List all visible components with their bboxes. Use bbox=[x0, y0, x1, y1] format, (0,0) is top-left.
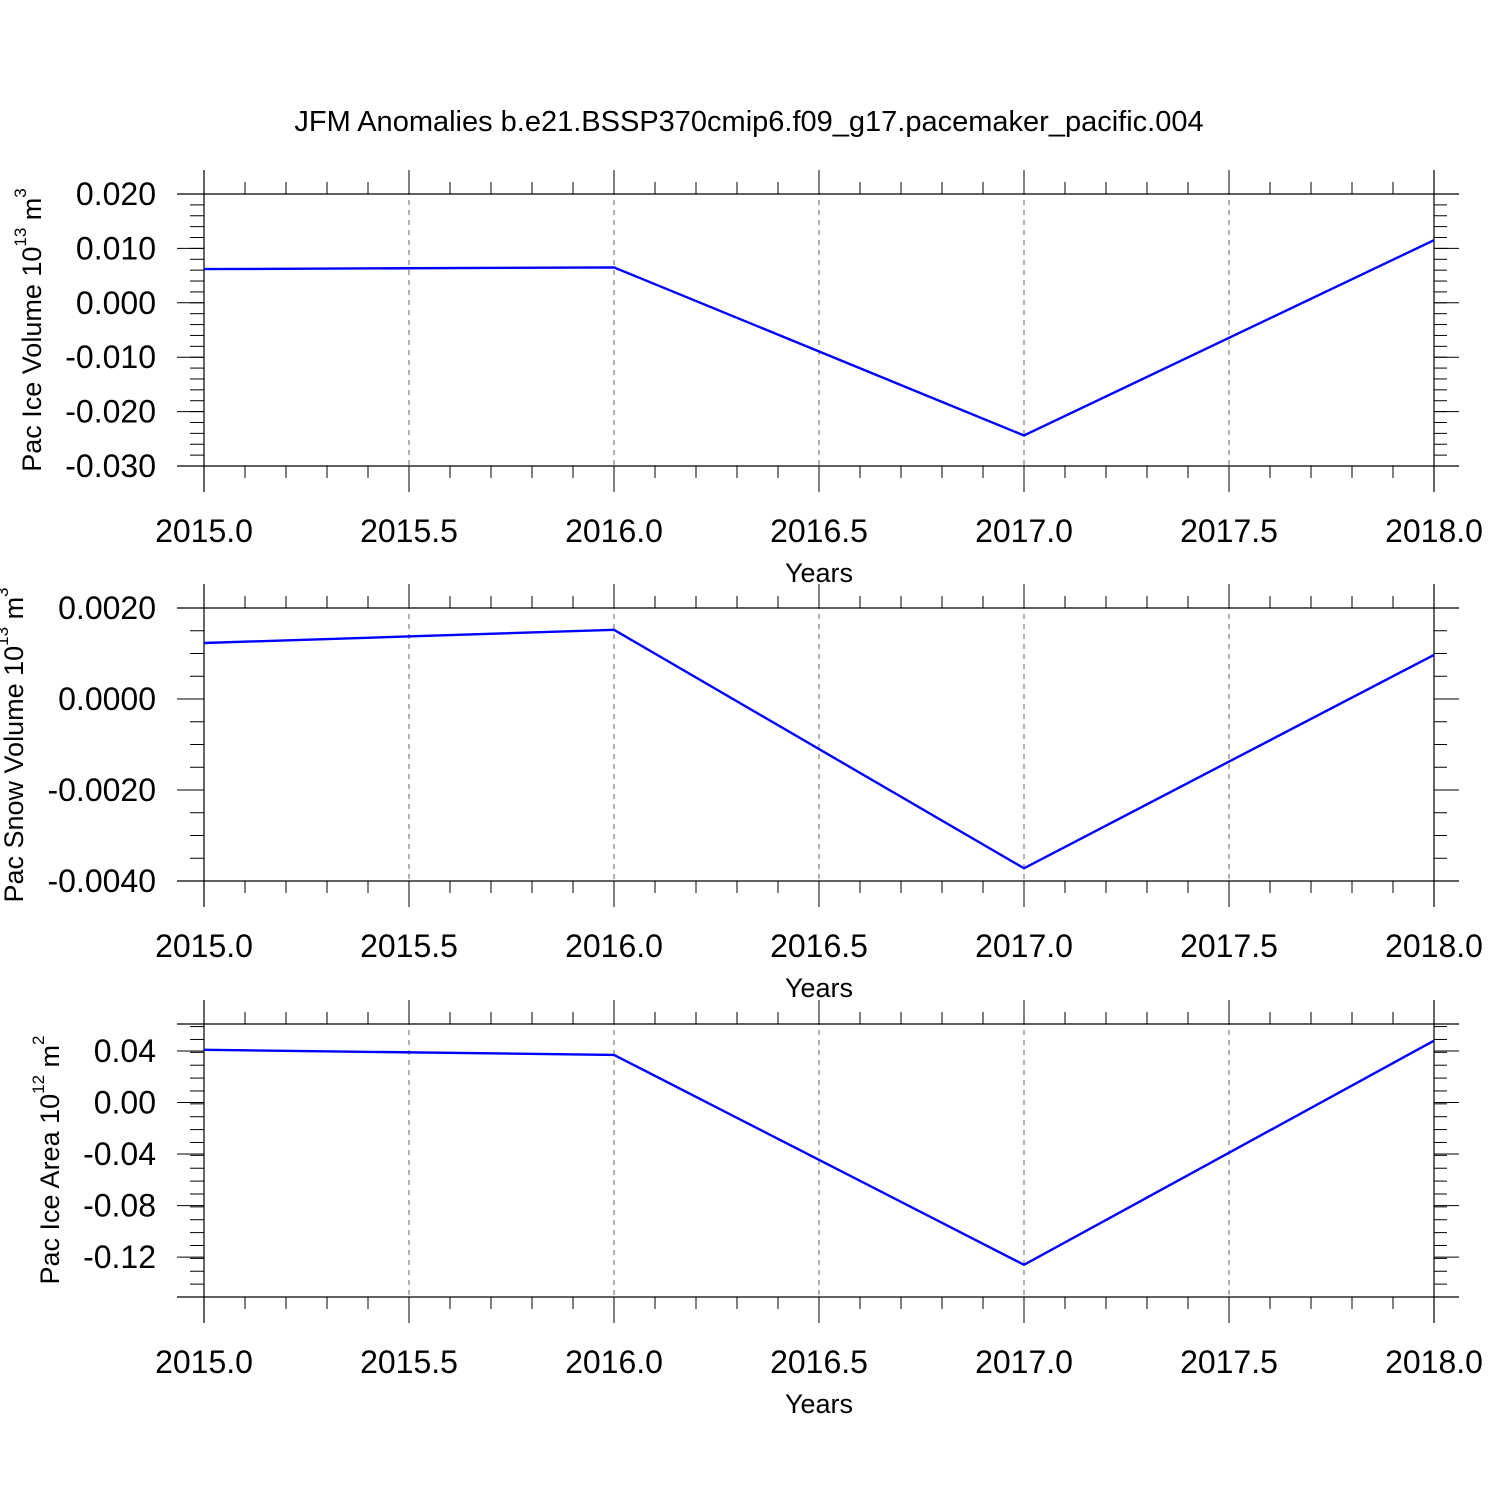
x-tick-label: 2017.5 bbox=[1180, 1344, 1278, 1380]
x-tick-label: 2016.5 bbox=[770, 928, 868, 964]
y-tick-label: 0.04 bbox=[94, 1033, 156, 1069]
y-tick-label: -0.0040 bbox=[47, 863, 156, 899]
series-line bbox=[203, 1039, 1435, 1267]
y-tick-label: -0.04 bbox=[83, 1136, 156, 1172]
y-tick-label: 0.020 bbox=[76, 176, 156, 212]
x-tick-label: 2017.0 bbox=[975, 928, 1073, 964]
y-tick-label: 0.0020 bbox=[58, 590, 156, 626]
x-axis-title: Years bbox=[785, 558, 853, 588]
x-tick-label: 2015.5 bbox=[360, 1344, 458, 1380]
x-tick-label: 2018.0 bbox=[1385, 1344, 1483, 1380]
x-tick-label: 2015.0 bbox=[155, 1344, 253, 1380]
x-tick-label: 2015.0 bbox=[155, 513, 253, 549]
y-tick-label: -0.010 bbox=[65, 339, 156, 375]
y-axis-title: Pac Snow Volume 1013 m3 bbox=[0, 587, 29, 902]
x-tick-label: 2018.0 bbox=[1385, 928, 1483, 964]
x-tick-label: 2016.0 bbox=[565, 513, 663, 549]
panel-2: 0.0020 0.0000 -0.0020 -0.0040 2015.0 2015.5 20… bbox=[0, 584, 1483, 1003]
y-tick-label: -0.12 bbox=[83, 1239, 156, 1275]
y-tick-label: 0.00 bbox=[94, 1085, 156, 1121]
x-axis-title: Years bbox=[785, 973, 853, 1003]
y-tick-label: -0.030 bbox=[65, 448, 156, 484]
series-line bbox=[203, 239, 1435, 437]
x-tick-label: 2016.0 bbox=[565, 1344, 663, 1380]
x-tick-label: 2017.5 bbox=[1180, 928, 1278, 964]
y-axis-title-unit: m bbox=[35, 1045, 65, 1075]
y-axis-title-exponent: 13 bbox=[0, 627, 12, 646]
x-tick-label: 2017.5 bbox=[1180, 513, 1278, 549]
y-tick-label: -0.08 bbox=[83, 1188, 156, 1224]
y-axis-title-unit-exponent: 3 bbox=[11, 188, 30, 197]
x-tick-label: 2016.5 bbox=[770, 513, 868, 549]
x-axis-title: Years bbox=[785, 1389, 853, 1419]
y-tick-label: 0.0000 bbox=[58, 681, 156, 717]
y-axis-title-exponent: 13 bbox=[11, 228, 30, 247]
x-tick-label: 2015.5 bbox=[360, 513, 458, 549]
series-line bbox=[203, 628, 1435, 870]
panel-1: 0.020 0.010 0.000 -0.010 -0.020 -0.030 2015.0 2… bbox=[11, 170, 1483, 588]
y-tick-label: 0.010 bbox=[76, 230, 156, 266]
panel-3: 0.04 0.00 -0.04 -0.08 -0.12 2015.0 2015.5 2016.… bbox=[29, 1000, 1483, 1419]
x-tick-label: 2016.5 bbox=[770, 1344, 868, 1380]
y-axis-title-unit-exponent: 2 bbox=[29, 1035, 48, 1044]
y-axis-title-base: Pac Ice Area 10 bbox=[35, 1094, 65, 1285]
x-tick-label: 2017.0 bbox=[975, 513, 1073, 549]
x-tick-label: 2018.0 bbox=[1385, 513, 1483, 549]
x-tick-label: 2015.5 bbox=[360, 928, 458, 964]
y-axis-title-base: Pac Ice Volume 10 bbox=[17, 247, 47, 472]
y-axis-title-base: Pac Snow Volume 10 bbox=[0, 646, 29, 903]
x-tick-label: 2016.0 bbox=[565, 928, 663, 964]
y-axis-title-unit: m bbox=[17, 198, 47, 228]
y-axis-title-unit: m bbox=[0, 597, 29, 627]
y-axis-title-exponent: 12 bbox=[29, 1075, 48, 1094]
y-axis-title-unit-exponent: 3 bbox=[0, 587, 12, 596]
x-tick-label: 2017.0 bbox=[975, 1344, 1073, 1380]
figure-title: JFM Anomalies b.e21.BSSP370cmip6.f09_g17… bbox=[294, 106, 1203, 138]
y-axis-title: Pac Ice Area 1012 m2 bbox=[29, 1035, 66, 1284]
y-axis-title: Pac Ice Volume 1013 m3 bbox=[11, 188, 48, 472]
y-tick-label: -0.0020 bbox=[47, 772, 156, 808]
x-tick-label: 2015.0 bbox=[155, 928, 253, 964]
y-tick-label: -0.020 bbox=[65, 394, 156, 430]
y-tick-label: 0.000 bbox=[76, 285, 156, 321]
